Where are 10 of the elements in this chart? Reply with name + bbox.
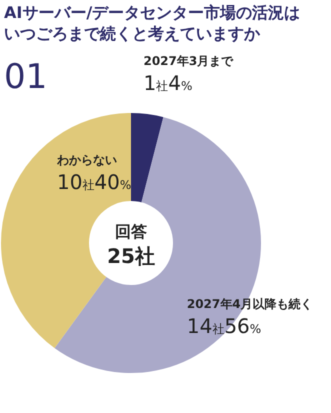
text: 回答 <box>115 222 147 241</box>
data-label: 10社40% <box>56 170 132 194</box>
chart-title: AIサーバー/データセンター市場の活況はいつごろまで続くと考えていますか <box>4 2 302 44</box>
slice-label: 2027年4月以降も続く <box>186 296 313 311</box>
slice-label: わからない <box>56 153 117 168</box>
text: 25社 <box>107 244 155 268</box>
data-label: 1社4% <box>143 71 192 96</box>
chart-subtitle: 01 <box>4 57 48 97</box>
slice-label: 2027年3月まで <box>143 54 234 68</box>
data-label: 14社56% <box>186 314 262 338</box>
